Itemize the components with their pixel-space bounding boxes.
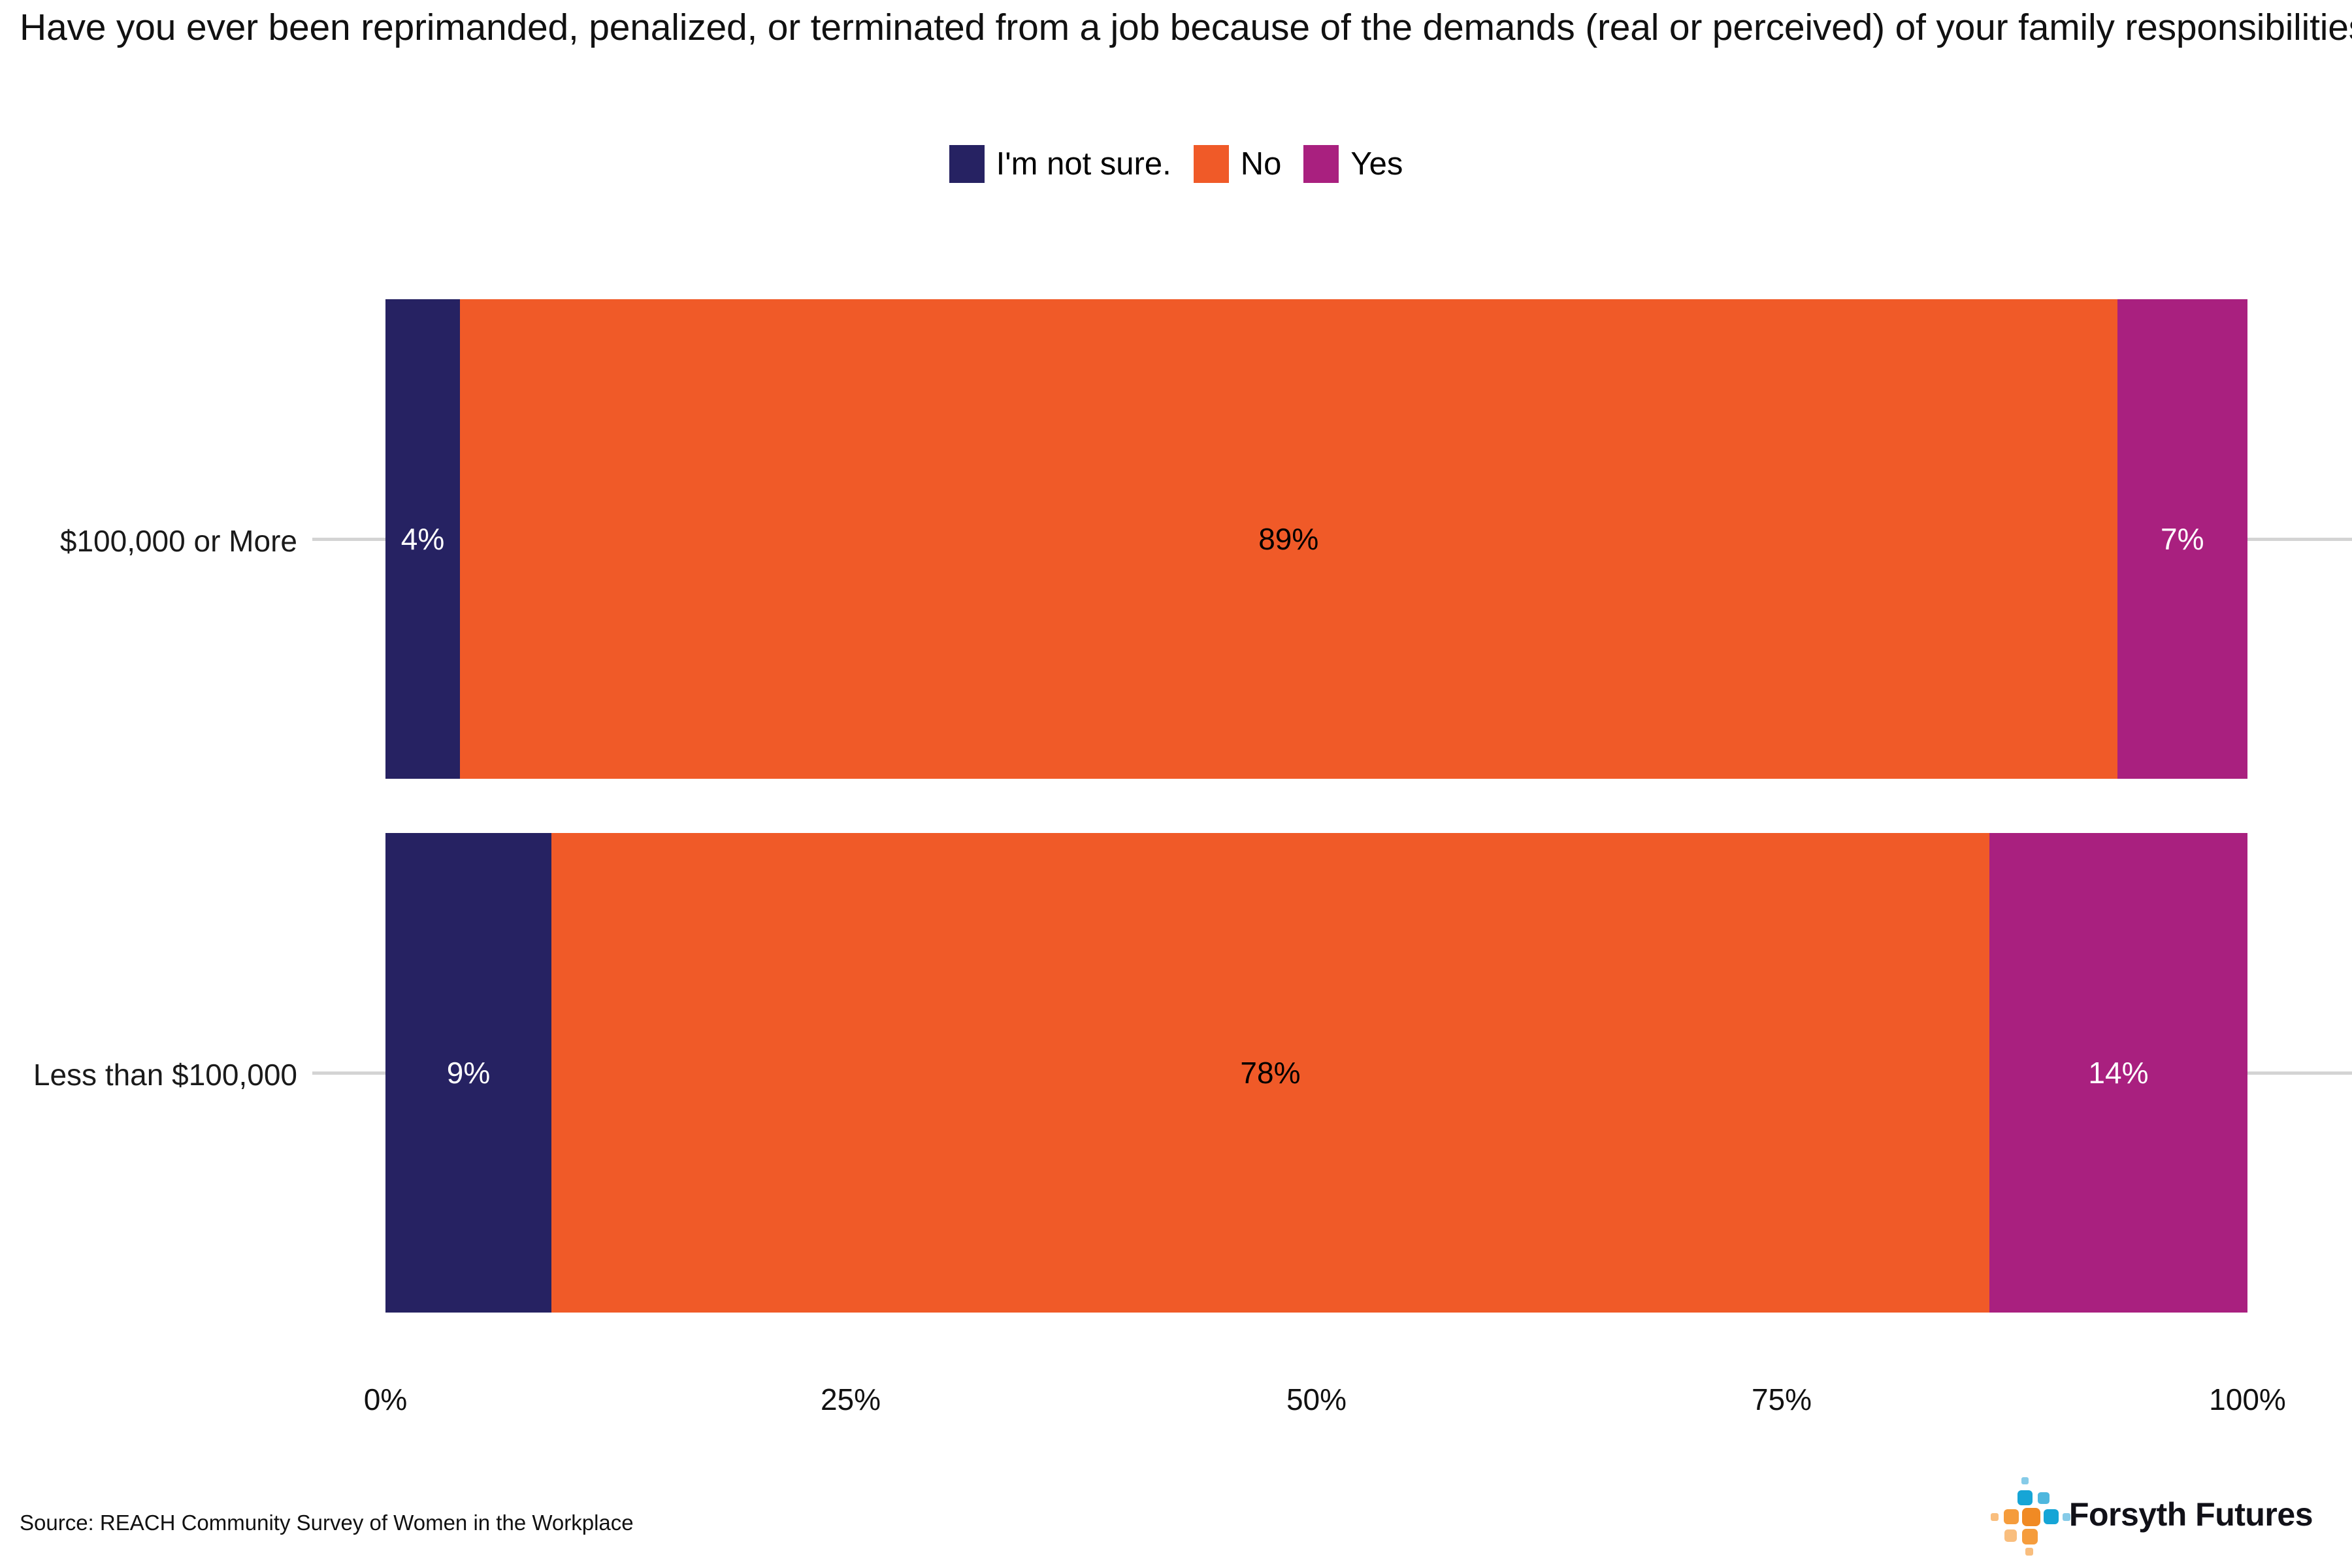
x-tick-75: 75%	[1751, 1382, 1812, 1416]
legend-item-no[interactable]: No	[1193, 145, 1282, 183]
x-tick-0: 0%	[363, 1382, 408, 1416]
logo-dot-center	[2021, 1508, 2040, 1526]
forsyth-futures-wordmark: Forsyth Futures	[2068, 1496, 2313, 1533]
bar-segment-label-yes: 7%	[2161, 522, 2204, 556]
legend-item-not-sure[interactable]: I'm not sure.	[949, 145, 1171, 183]
chart-row-100k-or-more: $100,000 or More 4% 89% 7%	[0, 299, 2352, 779]
legend-label-not-sure: I'm not sure.	[996, 146, 1171, 182]
x-tick-25: 25%	[820, 1382, 881, 1416]
legend-swatch-yes	[1303, 145, 1339, 183]
page-title: Have you ever been reprimanded, penalize…	[20, 7, 2352, 48]
legend-item-yes[interactable]: Yes	[1303, 145, 1403, 183]
bar-segment-not-sure[interactable]: 9%	[385, 833, 551, 1313]
bar-segment-label-not-sure: 9%	[446, 1056, 491, 1090]
logo-dot-lower	[2021, 1529, 2038, 1544]
bar-segment-label-not-sure: 4%	[400, 522, 445, 556]
category-tick-line-left	[312, 538, 385, 541]
category-label-100k-or-more: $100,000 or More	[59, 524, 297, 558]
legend-swatch-not-sure	[949, 145, 985, 183]
source-note: Source: REACH Community Survey of Women …	[20, 1511, 634, 1535]
logo-dot-right	[2043, 1509, 2059, 1524]
bar-segment-no[interactable]: 78%	[551, 833, 1989, 1313]
bar-segment-label-yes: 14%	[2088, 1056, 2149, 1090]
category-tick-line-right	[2247, 538, 2352, 541]
logo-dot-lower-left	[2004, 1529, 2017, 1542]
logo-dot-upper-right	[2037, 1492, 2050, 1504]
chart-legend: I'm not sure. No Yes	[0, 145, 2352, 183]
stacked-bar-less-than-100k: 9% 78% 14%	[385, 833, 2247, 1313]
bar-segment-label-no: 78%	[1240, 1056, 1301, 1090]
logo-dot-top	[2021, 1477, 2029, 1484]
forsyth-futures-logo: Forsyth Futures	[1988, 1475, 2313, 1556]
logo-dot-left-far	[1990, 1513, 1999, 1521]
legend-label-no: No	[1240, 146, 1282, 182]
logo-dot-right-far	[2062, 1513, 2070, 1521]
x-tick-100: 100%	[2209, 1382, 2286, 1416]
x-tick-50: 50%	[1286, 1382, 1347, 1416]
category-tick-line-left	[312, 1071, 385, 1075]
x-axis: 0% 25% 50% 75% 100%	[0, 1382, 2352, 1428]
bar-segment-yes[interactable]: 14%	[1989, 833, 2247, 1313]
category-tick-line-right	[2247, 1071, 2352, 1075]
bar-segment-not-sure[interactable]: 4%	[385, 299, 460, 779]
legend-swatch-no	[1193, 145, 1229, 183]
bar-segment-yes[interactable]: 7%	[2117, 299, 2247, 779]
legend-label-yes: Yes	[1350, 146, 1403, 182]
bar-segment-no[interactable]: 89%	[460, 299, 2117, 779]
logo-dot-upper	[2017, 1490, 2033, 1505]
category-label-less-than-100k: Less than $100,000	[33, 1058, 297, 1092]
chart-row-less-than-100k: Less than $100,000 9% 78% 14%	[0, 833, 2352, 1313]
logo-dot-bottom	[2025, 1548, 2033, 1556]
logo-dot-left	[2003, 1509, 2019, 1524]
forsyth-futures-logo-mark	[1988, 1476, 2070, 1556]
bar-segment-label-no: 89%	[1258, 522, 1319, 556]
stacked-bar-100k-or-more: 4% 89% 7%	[385, 299, 2247, 779]
